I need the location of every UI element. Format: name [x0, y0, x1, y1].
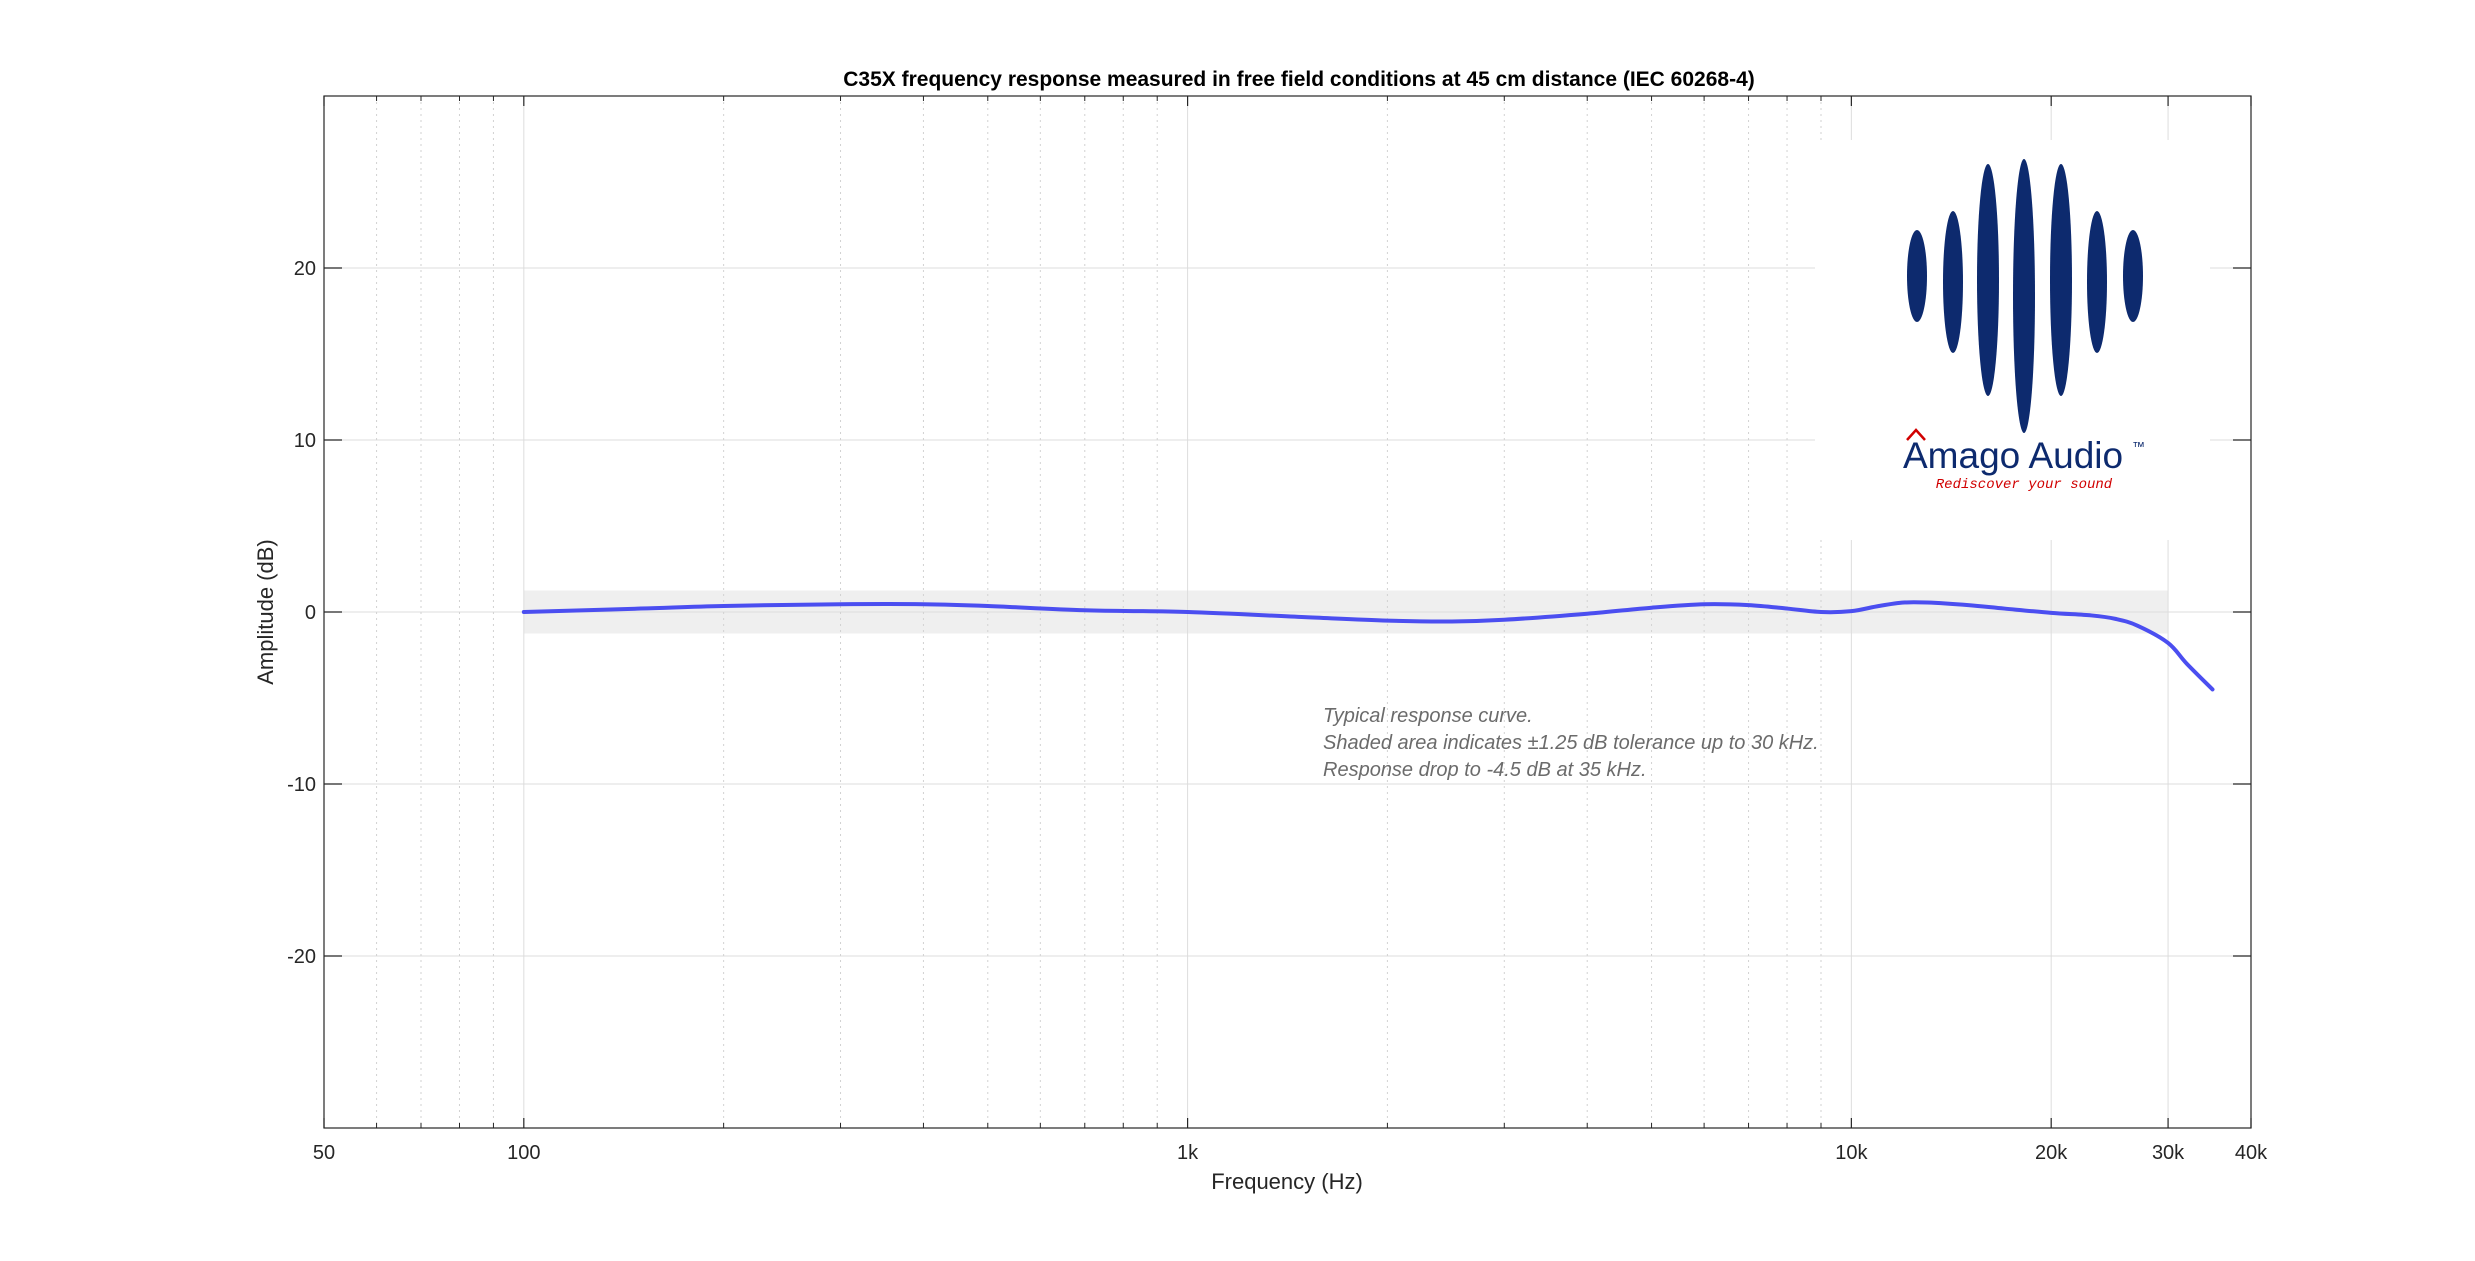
frequency-response-line	[521, 600, 2215, 692]
x-tick-label: 20k	[2035, 1142, 2068, 1164]
y-tick-label: -20	[287, 946, 316, 968]
wave-bar-6	[2087, 211, 2107, 353]
x-tick-label: 1k	[1177, 1142, 1199, 1164]
y-tick-label: -10	[287, 774, 316, 796]
caret-accent-icon	[1906, 428, 1926, 441]
wave-bar-1	[1907, 230, 1927, 322]
y-tick-label: 20	[294, 258, 316, 280]
annotation-line-2: Shaded area indicates ±1.25 dB tolerance…	[1323, 732, 1819, 754]
wave-bar-4	[2013, 159, 2035, 433]
chart-title: C35X frequency response measured in free…	[843, 68, 1755, 91]
wave-bar-5	[2050, 164, 2072, 396]
y-axis-label: Amplitude (dB)	[253, 539, 278, 685]
brand-tagline: Rediscover your sound	[1936, 477, 2113, 493]
wave-bar-3	[1977, 164, 1999, 396]
logo-background	[1815, 140, 2210, 540]
wave-bar-7	[2123, 230, 2143, 322]
x-tick-label: 50	[313, 1142, 335, 1164]
x-tick-label: 100	[507, 1142, 540, 1164]
grid-layer	[324, 96, 2251, 1128]
trademark-symbol: ™	[2132, 439, 2145, 454]
x-tick-label: 30k	[2152, 1142, 2185, 1164]
sound-wave-icon	[1907, 159, 2143, 433]
brand-name: Amago Audio	[1903, 435, 2123, 476]
x-axis-label: Frequency (Hz)	[1211, 1169, 1363, 1194]
wave-bar-2	[1943, 211, 1963, 353]
brand-logo: Amago Audio ™ Rediscover your sound	[1903, 159, 2145, 493]
annotation-line-3: Response drop to -4.5 dB at 35 kHz.	[1323, 759, 1647, 781]
y-tick-label: 0	[305, 602, 316, 624]
x-tick-label: 10k	[1835, 1142, 1868, 1164]
tick-layer: 50 100 1k 10k 20k 30k 40k -20 -10 0 10 20	[287, 96, 2268, 1164]
y-tick-label: 10	[294, 430, 316, 452]
x-tick-label: 40k	[2235, 1142, 2268, 1164]
series-layer	[521, 600, 2215, 692]
annotation-line-1: Typical response curve.	[1323, 705, 1533, 727]
annotation-block: Typical response curve. Shaded area indi…	[1323, 705, 1819, 781]
